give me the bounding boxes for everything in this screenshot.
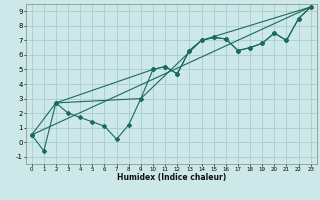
X-axis label: Humidex (Indice chaleur): Humidex (Indice chaleur): [116, 173, 226, 182]
